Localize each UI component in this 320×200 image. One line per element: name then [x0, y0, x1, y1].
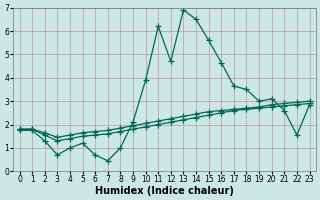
X-axis label: Humidex (Indice chaleur): Humidex (Indice chaleur): [95, 186, 234, 196]
